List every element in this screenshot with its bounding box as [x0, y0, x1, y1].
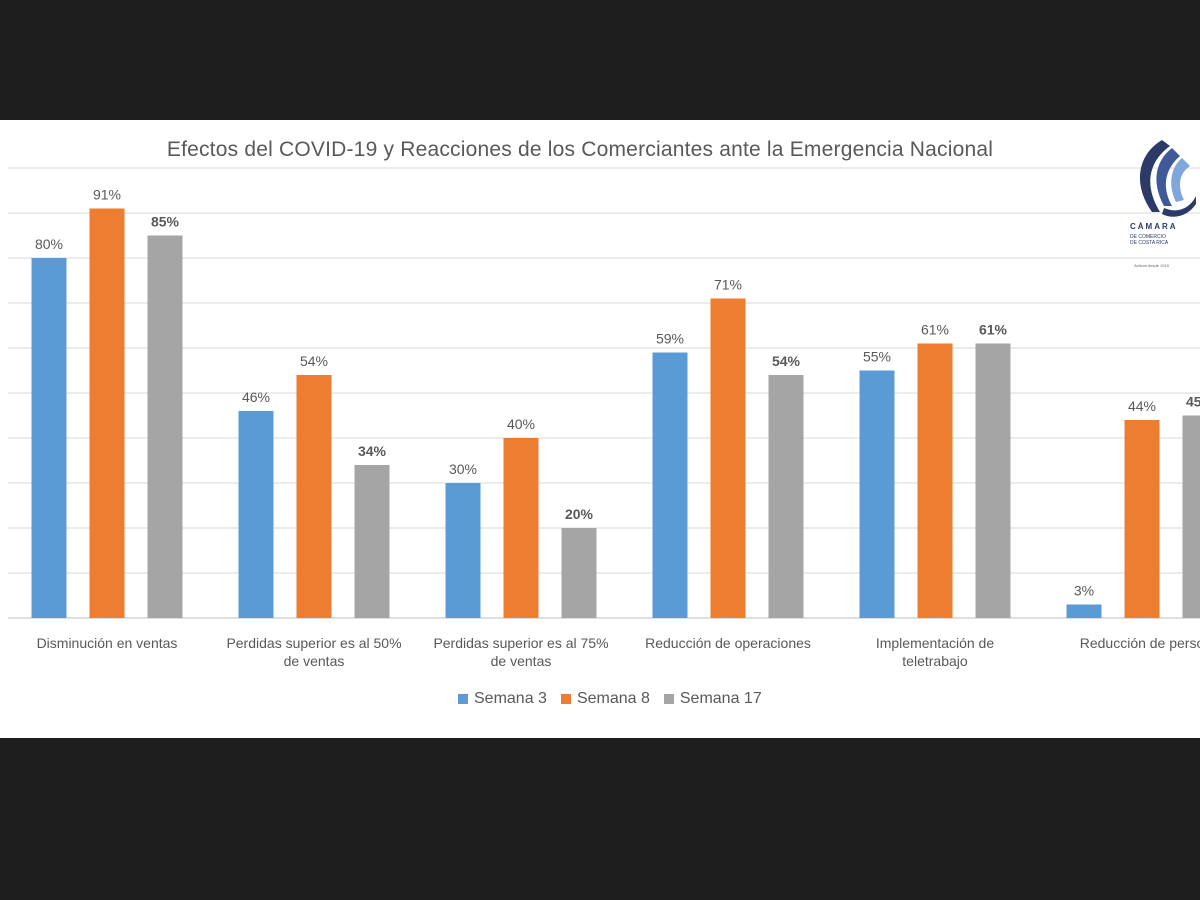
data-label: 45% — [1186, 394, 1200, 410]
bar-semana-17 — [147, 235, 183, 618]
logo-sub-line-2: DE COSTA RICA — [1130, 240, 1169, 246]
data-label: 85% — [151, 214, 180, 230]
logo-subtitle: DE COMERCIO DE COSTA RICA — [1130, 234, 1200, 246]
legend-swatch-semana-8 — [560, 694, 571, 704]
data-label: 44% — [1128, 398, 1156, 414]
category-label-line: Implementación de — [876, 635, 995, 651]
data-label: 46% — [242, 389, 270, 405]
gridlines — [8, 167, 1200, 619]
bar-semana-3 — [859, 370, 895, 618]
camara-logo-icon — [1139, 140, 1196, 217]
legend-swatch-semana-3 — [458, 694, 468, 704]
data-label: 30% — [449, 461, 477, 477]
category-label-line: Perdidas superior es al 75% — [433, 635, 608, 651]
category-label: Perdidas superior es al 75% de ventas — [433, 635, 608, 669]
data-label: 61% — [979, 322, 1008, 338]
bar-semana-17 — [975, 343, 1011, 618]
category-label-line: Disminución en ventas — [37, 635, 178, 651]
bar-semana-8 — [503, 438, 539, 618]
data-label: 20% — [565, 506, 594, 522]
category-label-line: Reducción de perso — [1080, 635, 1200, 651]
category-label-line: Reducción de operaciones — [645, 635, 811, 651]
legend-label-semana-8: Semana 8 — [576, 690, 650, 707]
data-label: 80% — [35, 236, 63, 252]
data-label: 54% — [772, 353, 801, 369]
data-label: 3% — [1074, 583, 1094, 599]
category-label-line: de ventas — [284, 653, 345, 669]
bar-semana-17 — [354, 465, 390, 618]
legend-label-semana-3: Semana 3 — [474, 690, 547, 707]
bar-semana-3 — [652, 352, 688, 618]
data-label: 54% — [300, 353, 328, 369]
category-label-line: Perdidas superior es al 50% — [226, 635, 401, 651]
data-label: 40% — [507, 416, 535, 432]
bar-semana-8 — [89, 208, 125, 618]
category-label-line: de ventas — [491, 653, 552, 669]
data-label: 34% — [358, 443, 387, 459]
category-label: Implementación de teletrabajo — [876, 635, 995, 669]
legend-item-semana-17: Semana 17 — [663, 690, 762, 708]
category-labels: Disminución en ventas Perdidas superior e… — [37, 635, 1200, 669]
bar-semana-3 — [1066, 604, 1102, 618]
data-label: 61% — [921, 322, 949, 338]
data-labels: 80% 91% 85% 46% 54% 34% 30% 40% 20% 59% 71% 54% 55% 6… — [35, 187, 1200, 599]
category-label-line: teletrabajo — [902, 653, 968, 669]
data-label: 91% — [93, 187, 121, 203]
legend-label-semana-17: Semana 17 — [679, 690, 762, 707]
bar-semana-3 — [31, 258, 67, 618]
chart-title: Efectos del COVID-19 y Reacciones de los… — [166, 138, 994, 161]
bar-semana-17 — [768, 375, 804, 618]
category-label: Disminución en ventas — [37, 635, 178, 651]
legend-item-semana-8: Semana 8 — [560, 690, 650, 708]
bar-semana-3 — [445, 483, 481, 618]
category-label: Perdidas superior es al 50% de ventas — [226, 635, 401, 669]
bar-semana-8 — [1124, 420, 1160, 618]
bar-semana-8 — [917, 343, 953, 618]
bar-semana-8 — [710, 298, 746, 618]
legend-item-semana-3: Semana 3 — [458, 690, 547, 708]
logo-name: CÁMARA — [1130, 222, 1178, 231]
data-label: 59% — [656, 331, 684, 347]
logo-tagline: Activos desde 1915 — [1134, 263, 1169, 268]
category-label: Reducción de perso — [1080, 635, 1200, 651]
data-label: 55% — [863, 349, 891, 365]
category-label: Reducción de operaciones — [645, 635, 811, 651]
bar-semana-17 — [561, 528, 597, 618]
bar-semana-8 — [296, 375, 332, 618]
data-label: 71% — [714, 277, 742, 293]
bar-semana-3 — [238, 411, 274, 618]
chart-legend: Semana 3 Semana 8 Semana 17 — [458, 690, 762, 708]
legend-swatch-semana-17 — [663, 694, 674, 704]
bar-semana-17 — [1182, 415, 1200, 618]
logo-sub-line-1: DE COMERCIO — [1130, 234, 1166, 240]
bars — [31, 208, 1200, 618]
